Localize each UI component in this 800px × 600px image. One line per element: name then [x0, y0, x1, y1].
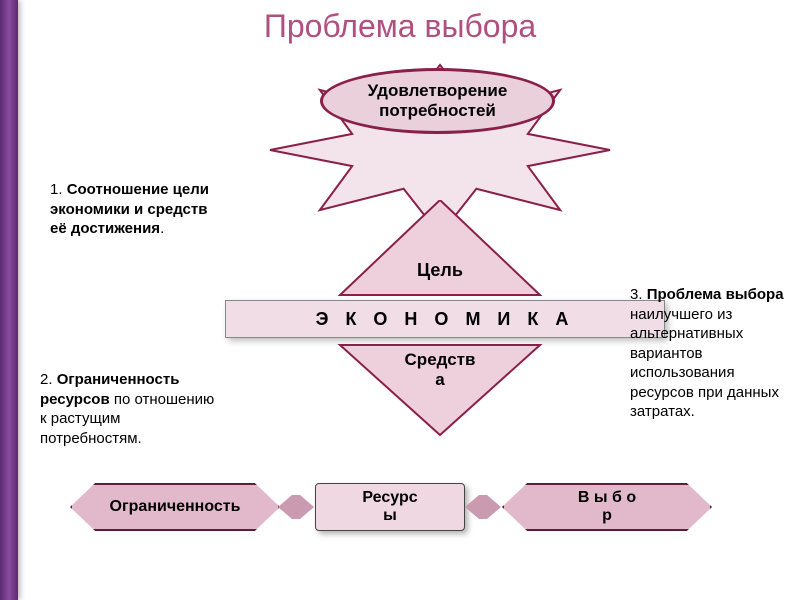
- side-accent-bar: [0, 0, 18, 600]
- page-title: Проблема выбора: [0, 8, 800, 45]
- goal-triangle: [330, 200, 550, 300]
- arrow-right: [465, 495, 501, 519]
- note-1-bold: Соотношение цели экономики и средств её …: [50, 181, 209, 237]
- limitation-label: Ограниченность: [110, 498, 241, 516]
- note-1-tail: .: [160, 220, 164, 237]
- means-label: Средств а: [330, 350, 550, 390]
- economy-banner: Э К О Н О М И К А: [225, 300, 665, 338]
- diagram-canvas: Удовлетворение потребностей Цель Э К О Н…: [30, 50, 790, 590]
- note-3-bold: Проблема выбора: [647, 286, 784, 303]
- note-3: 3. Проблема выбора наилучшего из альтерн…: [630, 285, 795, 422]
- ellipse-line1: Удовлетворение: [368, 81, 508, 100]
- limitation-hex: Ограниченность: [70, 483, 280, 531]
- goal-label: Цель: [330, 260, 550, 281]
- needs-ellipse: Удовлетворение потребностей: [320, 68, 555, 134]
- ellipse-line2: потребностей: [379, 101, 496, 120]
- note-2-num: 2.: [40, 371, 57, 388]
- note-2: 2. Ограниченность ресурсов по отношению …: [40, 370, 220, 448]
- choice-label: В ы б о р: [578, 489, 636, 525]
- resources-label: Ресурс ы: [362, 489, 417, 525]
- choice-hex: В ы б о р: [502, 483, 712, 531]
- note-1: 1. Соотношение цели экономики и средств …: [50, 180, 225, 239]
- arrow-left: [278, 495, 314, 519]
- note-3-tail: наилучшего из альтернативных вариантов и…: [630, 306, 779, 421]
- note-1-num: 1.: [50, 181, 67, 198]
- economy-banner-text: Э К О Н О М И К А: [316, 309, 575, 330]
- resources-rect: Ресурс ы: [315, 483, 465, 531]
- note-3-num: 3.: [630, 286, 647, 303]
